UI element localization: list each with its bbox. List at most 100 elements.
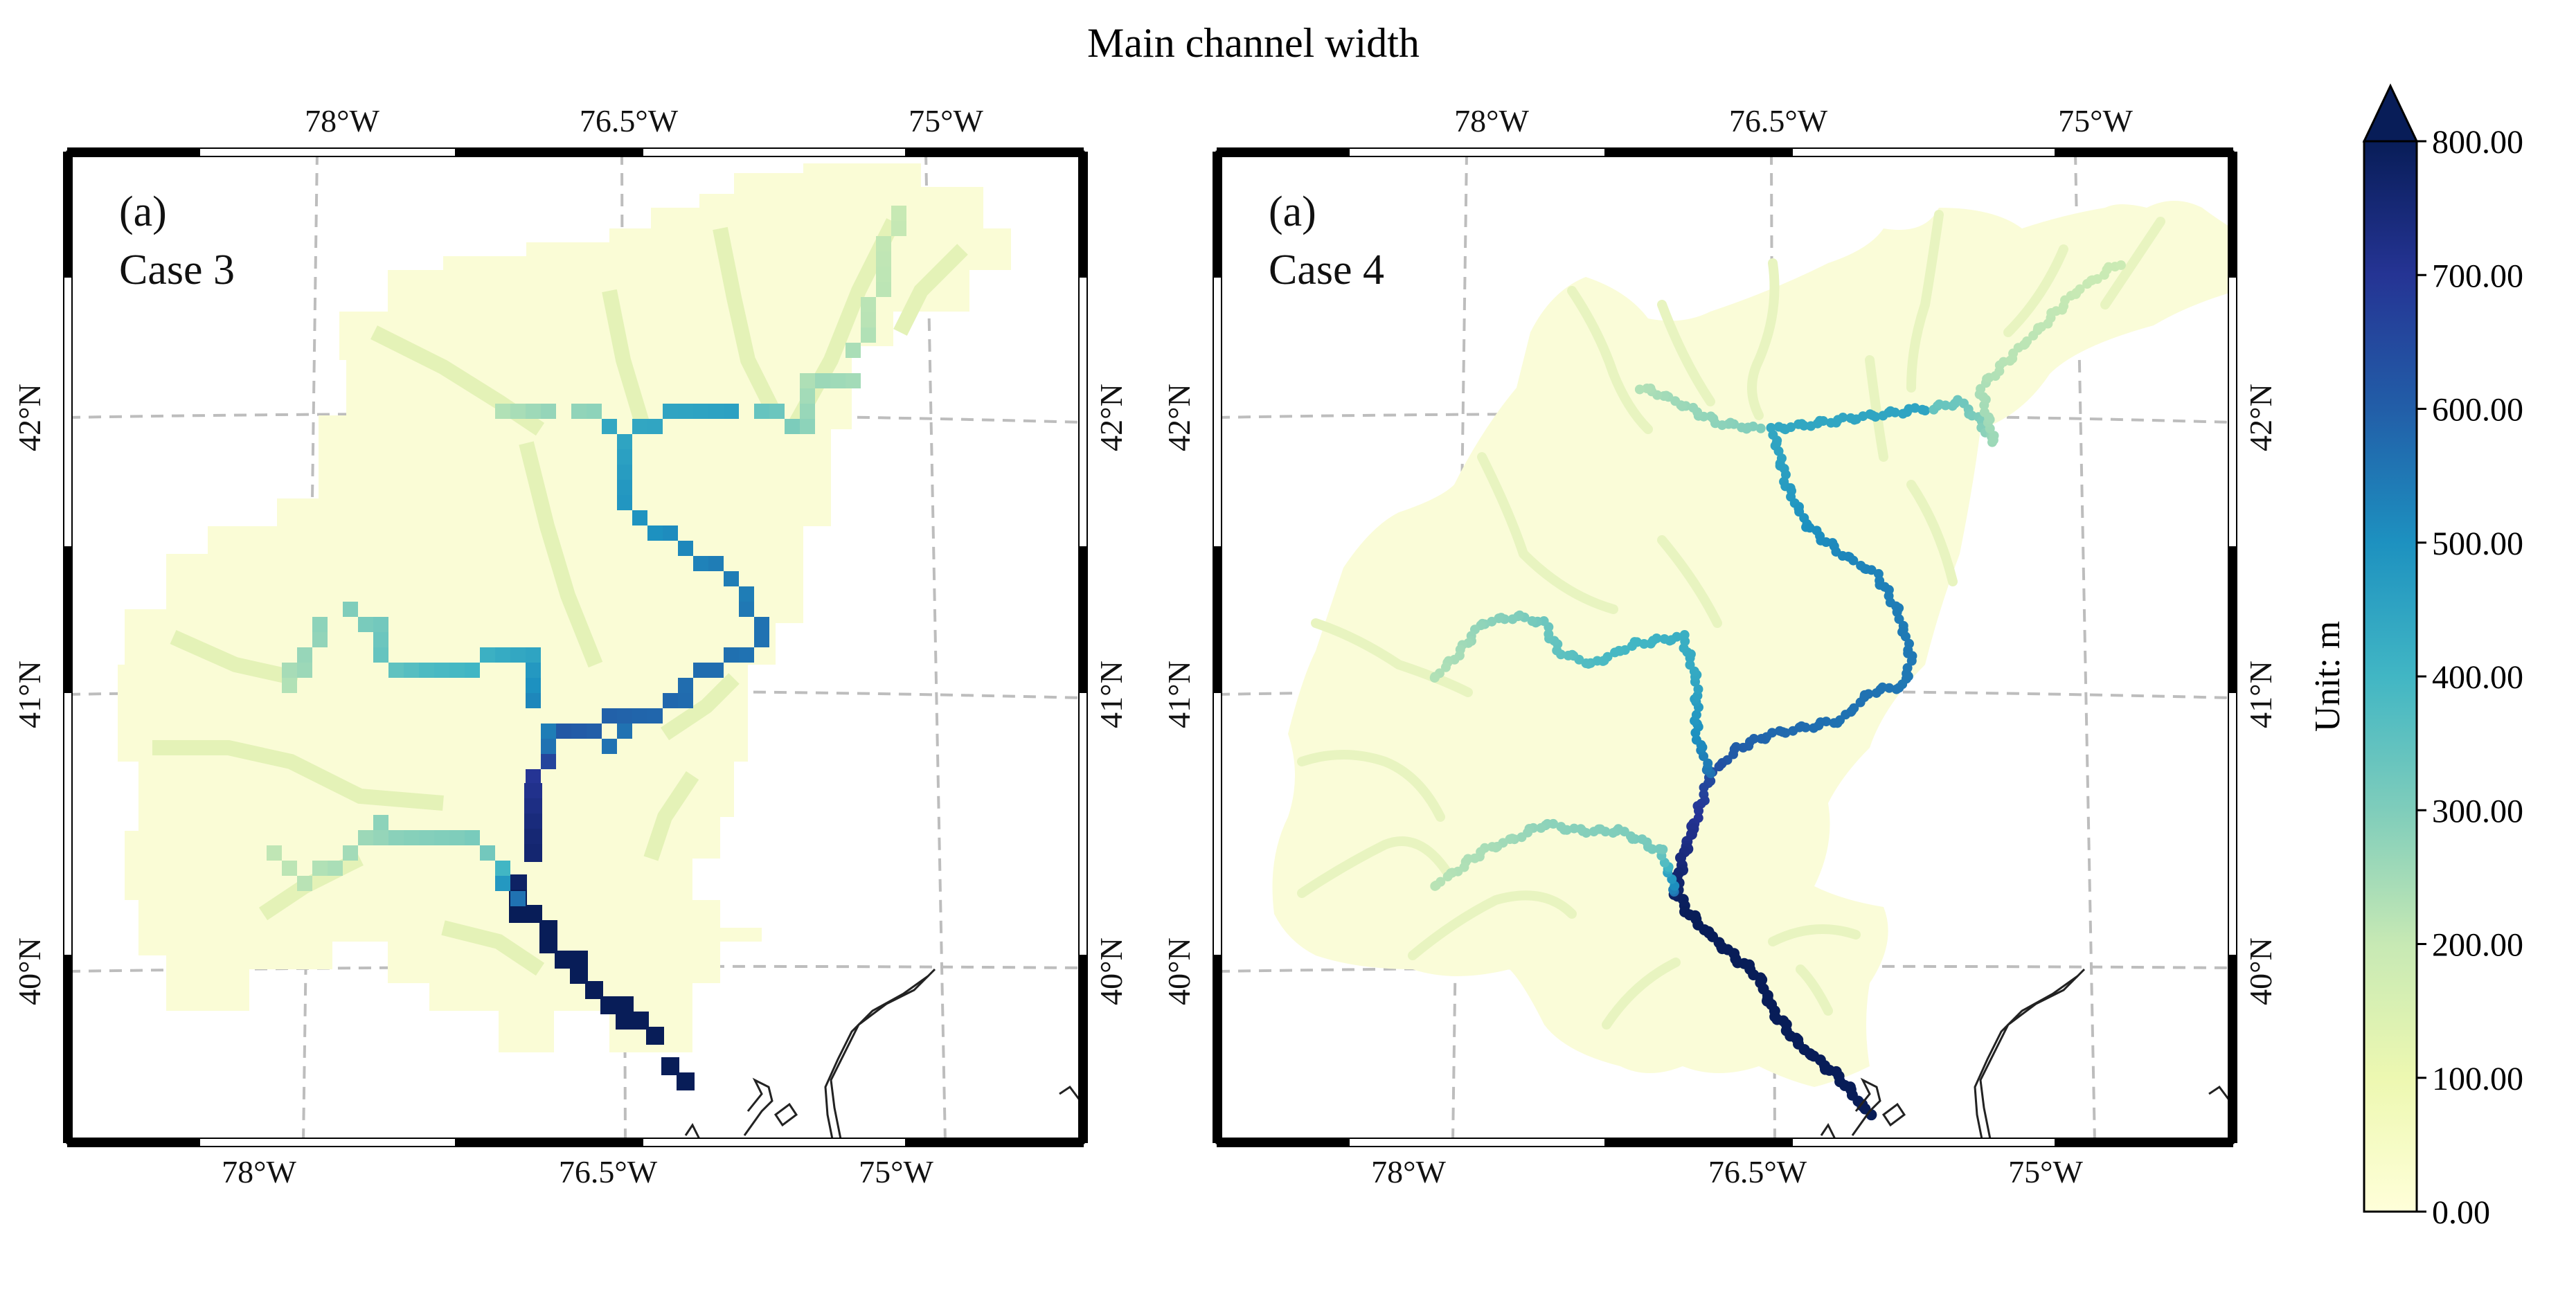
tributary-network [1297,210,2165,1030]
channel-cell [297,663,312,678]
channel-cell [373,632,388,647]
channel-cell [647,419,663,434]
channel-cell [587,404,602,419]
channel-cell [724,571,739,586]
channel-cell [617,708,632,724]
channel-node [1429,672,1440,683]
colorbar-tick-label: 0.00 [2432,1194,2490,1231]
channel-cell [282,663,297,678]
channel-cell [541,404,556,419]
channel-node [1737,422,1747,433]
channel-node [1508,614,1518,624]
channel-cell [769,404,785,419]
bottom-longitude-label: 75°W [2008,1154,2083,1189]
channel-node [1688,402,1699,413]
top-longitude-label: 78°W [305,103,379,138]
map-border-ticks [1213,147,2237,1147]
channel-node [2022,336,2032,346]
channel-cell [343,602,358,617]
channel-cell [495,861,510,876]
channel-cell [724,647,739,663]
channel-cell [570,951,588,969]
channel-cell [617,449,632,465]
channel-cell [524,798,542,816]
channel-node [1940,400,1951,411]
channel-cell [526,769,541,784]
channel-node [1693,684,1703,694]
channel-node [1906,656,1917,666]
channel-cell [602,419,617,434]
channel-cell [524,844,542,862]
channel-cell [480,845,495,861]
channel-node [1589,827,1599,837]
channel-cell [661,1057,679,1075]
channel-cell [678,541,693,556]
channel-cell [388,830,404,845]
channel-cell [647,525,663,541]
channel-node [1788,726,1798,736]
channel-cell [524,905,542,923]
channel-cell [388,663,404,678]
channel-node [1898,408,1908,419]
coastline [1820,968,2231,1142]
channel-cell [312,617,328,632]
channel-cell [541,724,556,739]
channel-node [1871,688,1881,698]
figure-title: Main channel width [1087,20,1420,66]
right-latitude-label: 42°N [2243,384,2278,451]
channel-node [1430,881,1440,891]
channel-cell [815,373,830,388]
channel-node [1706,411,1716,422]
channel-cell [876,267,891,282]
channel-cell [891,221,906,236]
channel-cell [861,327,876,343]
channel-cell [800,419,815,434]
map-panel-case4: 78°W 76.5°W 75°W 78°W 76.5°W 75°W 42°N 41°N 40°N… [1161,103,2278,1189]
channel-cell [587,724,602,739]
map-border-ticks [63,147,1088,1147]
channel-cell [524,829,542,847]
left-latitude-label: 42°N [1161,384,1197,451]
channel-node [1556,822,1566,832]
channel-cell [556,724,571,739]
channel-node [1608,827,1618,838]
channel-node [1855,697,1866,708]
channel-cell [663,693,678,708]
channel-cell [861,312,876,327]
channel-cell [509,874,527,892]
channel-cell [373,647,388,663]
channel-cell [541,754,556,769]
top-longitude-label: 76.5°W [580,103,679,138]
panel-label-letter: (a) [119,188,167,235]
colorbar-tick-label: 600.00 [2432,392,2523,429]
panel-label-letter: (a) [1269,188,1316,235]
channel-cell [539,935,557,953]
coastline [684,968,1082,1142]
bottom-longitude-label: 76.5°W [1708,1154,1807,1189]
channel-node [1714,762,1724,772]
channel-node [1848,555,1859,566]
channel-cell [312,861,328,876]
channel-node [1809,723,1819,733]
channel-cell [297,876,312,891]
channel-node [1659,633,1670,644]
colorbar-tick-label: 500.00 [2432,525,2523,562]
channel-cell [617,465,632,480]
panel-label-case: Case 3 [119,246,235,294]
bottom-longitude-label: 78°W [222,1154,296,1189]
channel-cell [495,404,510,419]
top-longitude-label: 76.5°W [1729,103,1828,138]
channel-cell [343,845,358,861]
bottom-longitude-label: 76.5°W [559,1154,658,1189]
channel-node [1691,735,1701,745]
channel-cell [663,525,678,541]
channel-cell [312,632,328,647]
channel-node [1845,413,1856,423]
channel-cell [632,419,647,434]
channel-node [1900,631,1911,642]
channel-cell [602,739,617,754]
channel-cell [449,663,465,678]
channel-cell [297,647,312,663]
channel-cell [282,861,297,876]
